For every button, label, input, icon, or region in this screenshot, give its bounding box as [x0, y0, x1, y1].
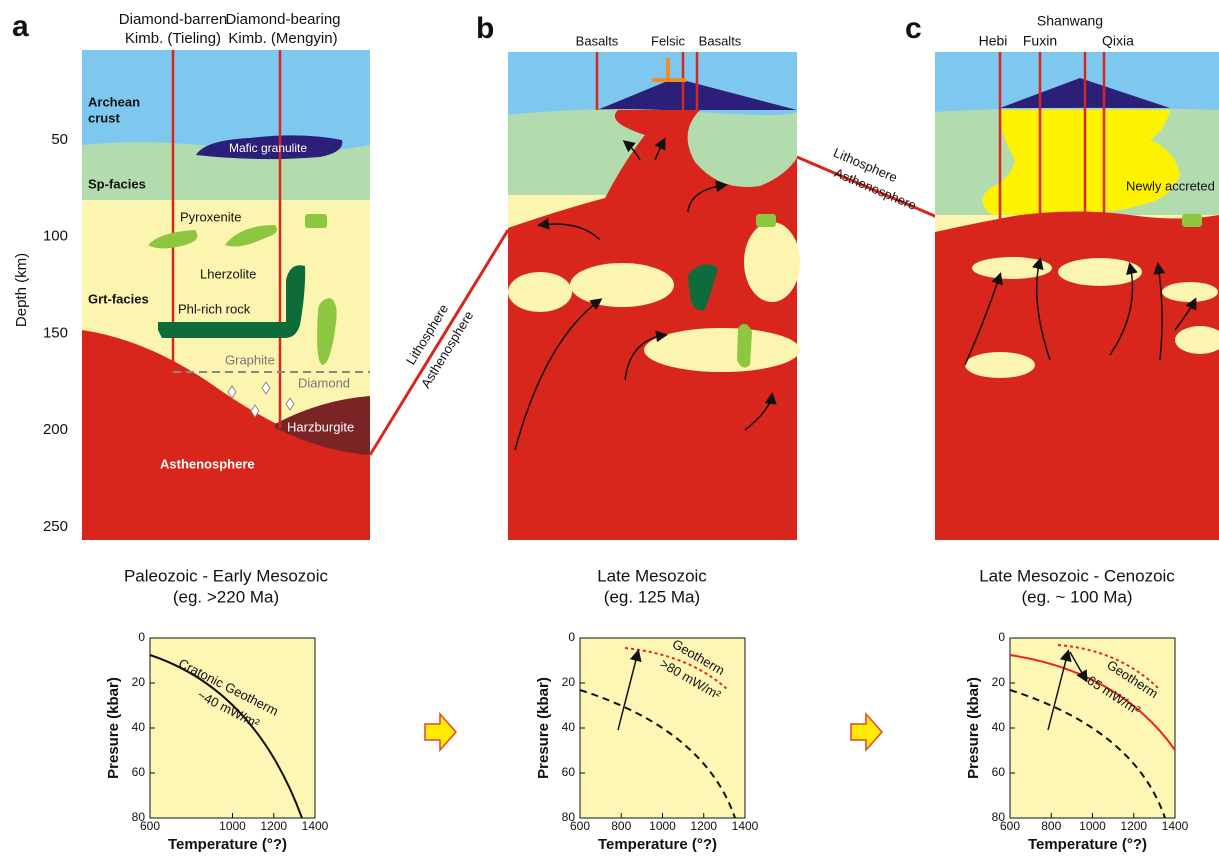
y-tick-label: 60: [132, 765, 146, 779]
panel-letter: b: [476, 12, 494, 45]
transition-arrow: [425, 714, 456, 750]
panel-b: b Basalts Felsic Basalts Late Mesozoic (…: [476, 12, 800, 607]
x-tick-label: 1400: [732, 819, 759, 833]
y-tick-label: 40: [562, 720, 576, 734]
y-tick-label: 40: [992, 720, 1006, 734]
x-tick-label: 1000: [1079, 819, 1106, 833]
y-tick-label: 20: [132, 675, 146, 689]
well-label: Felsic: [651, 33, 685, 48]
well-label: Diamond-barren: [119, 11, 227, 28]
y-tick-label: 0: [998, 630, 1005, 644]
y-axis-label: Presure (kbar): [965, 677, 982, 779]
caption: (eg. >220 Ma): [173, 587, 279, 606]
x-tick-label: 800: [611, 819, 631, 833]
depth-tick-label: 50: [51, 131, 68, 148]
transition-arrow: [851, 714, 882, 750]
well-label: Basalts: [699, 33, 742, 48]
boundary-b-c: Lithosphere Asthenosphere: [797, 145, 937, 217]
x-axis-label: Temperature (°?): [168, 836, 287, 853]
x-tick-label: 1200: [1120, 819, 1147, 833]
x-axis-label: Temperature (°?): [598, 836, 717, 853]
well-label: Diamond-bearing: [225, 11, 340, 28]
unit-label: crust: [88, 110, 120, 125]
unit-label: Graphite: [225, 352, 275, 367]
y-tick-label: 80: [132, 810, 146, 824]
well-label: Basalts: [576, 33, 619, 48]
unit-label: Pyroxenite: [180, 209, 241, 224]
well-label: Kimb. (Mengyin): [228, 30, 337, 47]
x-tick-label: 1400: [1162, 819, 1189, 833]
y-tick-label: 80: [992, 810, 1006, 824]
boundary-a-b: Lithosphere Asthenosphere: [370, 230, 508, 455]
caption: (eg. ~ 100 Ma): [1021, 587, 1132, 606]
depth-axis-label: Depth (km): [13, 253, 30, 327]
caption: Late Mesozoic - Cenozoic: [979, 566, 1175, 585]
y-tick-label: 0: [568, 630, 575, 644]
well-label: Hebi: [979, 33, 1008, 49]
x-tick-label: 1400: [302, 819, 329, 833]
unit-label: Diamond: [298, 375, 350, 390]
caption: Paleozoic - Early Mesozoic: [124, 566, 329, 585]
unit-label: Newly accreted: [1126, 178, 1215, 193]
y-tick-label: 60: [992, 765, 1006, 779]
unit-label: Harzburgite: [287, 419, 354, 434]
figure: a Diamond-barren Kimb. (Tieling) Diamond…: [0, 0, 1219, 858]
caption: Late Mesozoic: [597, 566, 707, 585]
x-tick-label: 1200: [260, 819, 287, 833]
unit-label: Phl-rich rock: [178, 301, 251, 316]
x-tick-label: 1000: [649, 819, 676, 833]
unit-label: Sp-facies: [88, 176, 146, 191]
y-axis-label: Presure (kbar): [535, 677, 552, 779]
x-axis-label: Temperature (°?): [1028, 836, 1147, 853]
y-tick-label: 20: [562, 675, 576, 689]
well-label: Qixia: [1102, 33, 1134, 49]
y-tick-label: 20: [992, 675, 1006, 689]
y-tick-label: 0: [138, 630, 145, 644]
y-tick-label: 60: [562, 765, 576, 779]
unit-label: Asthenosphere: [160, 456, 255, 471]
well-label: Shanwang: [1037, 13, 1103, 29]
panel-c: c Shanwang Hebi Fuxin Qixia Newly accret…: [905, 12, 1219, 607]
caption: (eg. 125 Ma): [604, 587, 700, 606]
x-tick-label: 1000: [219, 819, 246, 833]
well-label: Fuxin: [1023, 33, 1057, 49]
unit-label: Mafic granulite: [229, 141, 307, 155]
depth-tick-label: 250: [43, 518, 68, 535]
panel-letter: a: [12, 10, 29, 43]
depth-tick-label: 200: [43, 421, 68, 438]
depth-tick-label: 100: [43, 228, 68, 245]
y-axis-label: Presure (kbar): [105, 677, 122, 779]
unit-label: Archean: [88, 94, 140, 109]
x-tick-label: 800: [1041, 819, 1061, 833]
y-tick-label: 80: [562, 810, 576, 824]
unit-label: Grt-facies: [88, 291, 149, 306]
panel-letter: c: [905, 12, 922, 45]
unit-label: Lherzolite: [200, 266, 256, 281]
depth-tick-label: 150: [43, 324, 68, 341]
y-tick-label: 40: [132, 720, 146, 734]
well-label: Kimb. (Tieling): [125, 30, 221, 47]
x-tick-label: 1200: [690, 819, 717, 833]
